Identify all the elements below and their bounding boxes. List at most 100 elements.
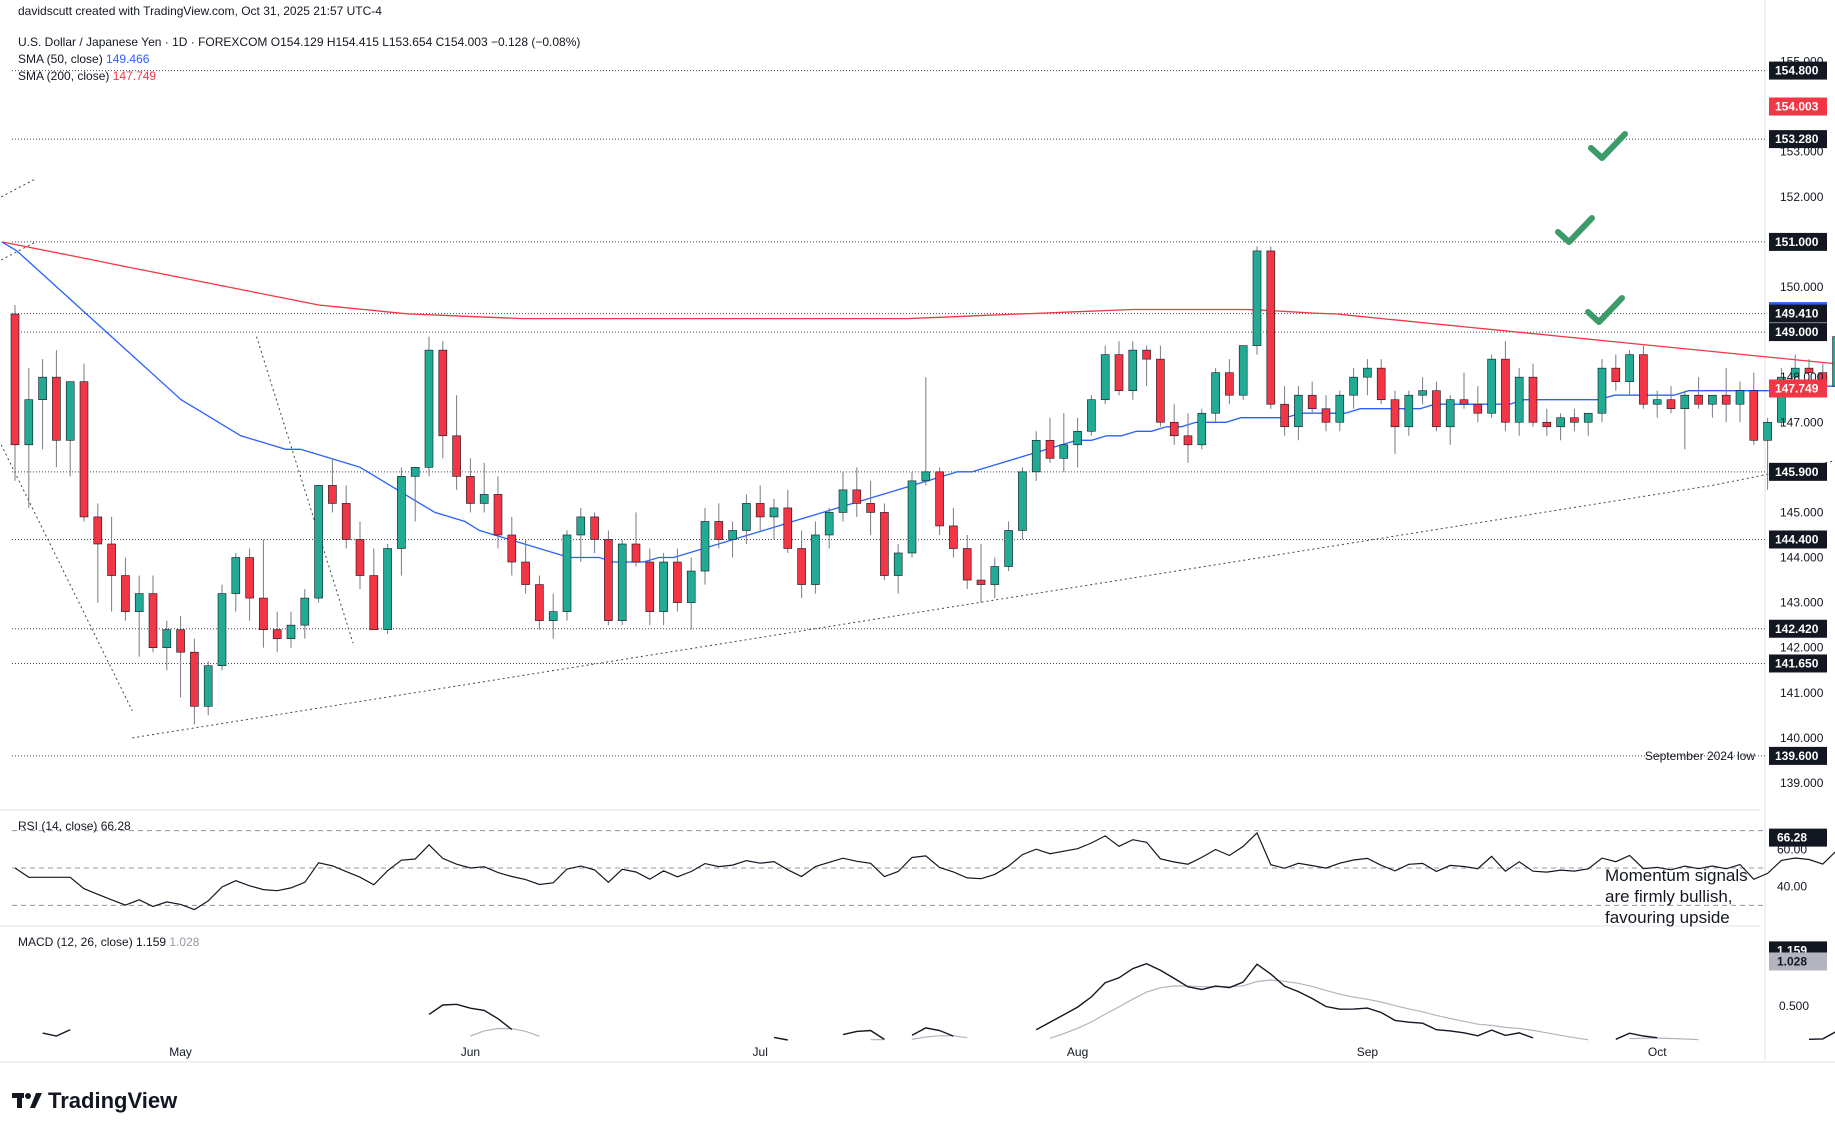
candle (424, 336, 434, 477)
candle (755, 485, 765, 531)
candle (1749, 372, 1759, 445)
candle-body (121, 575, 130, 612)
candle (272, 611, 282, 653)
candle-body (1390, 399, 1400, 428)
candle (1087, 395, 1096, 436)
candle-body (673, 561, 682, 603)
candle (866, 480, 875, 535)
candle-body (907, 480, 917, 554)
candle (231, 553, 241, 612)
sma50-legend[interactable]: SMA (50, close) 149.466 (18, 52, 149, 66)
price-tag-level: 149.410 (1769, 304, 1827, 323)
candle-body (259, 597, 268, 630)
candle-body (38, 376, 47, 401)
check-marks (1555, 131, 1628, 325)
sma200-legend[interactable]: SMA (200, close) 147.749 (18, 69, 156, 83)
falling-trendline (0, 178, 36, 198)
moving-averages (1, 241, 1835, 563)
chart-grid (0, 0, 1835, 1063)
macd-line (42, 962, 1835, 1041)
candle (659, 553, 668, 626)
price-tick-label: 142.000 (1780, 641, 1824, 655)
sma50-label: SMA (50, close) (18, 52, 103, 66)
macd-legend[interactable]: MACD (12, 26, close) 1.159 1.028 (18, 935, 199, 949)
tradingview-logo[interactable]: TradingView (12, 1088, 177, 1114)
price-tag-bg (1769, 379, 1827, 398)
candle-body (1832, 336, 1835, 387)
rsi-legend[interactable]: RSI (14, close) 66.28 (18, 819, 131, 833)
rsi-tag-bg (1769, 828, 1827, 847)
candle (1376, 359, 1386, 405)
candle-body (479, 494, 489, 504)
candle-body (65, 381, 75, 441)
macd-axis-label: 0.500 (1779, 999, 1809, 1013)
price-axis: 139.000 140.000 141.000 142.000 143.000 144.0… (1769, 55, 1827, 790)
candle (935, 467, 944, 535)
candle-body (272, 629, 282, 639)
candle-body (949, 525, 958, 549)
candle (162, 620, 172, 671)
sma200-line (1, 241, 1835, 365)
candle-body (1542, 421, 1552, 428)
candle-body (576, 516, 586, 536)
price-tag-label: 149.000 (1775, 325, 1819, 339)
candle-body (231, 557, 241, 594)
candle (1487, 354, 1496, 418)
candle-body (1487, 358, 1496, 414)
candle (1473, 386, 1483, 423)
price-tag-label: 141.650 (1775, 656, 1819, 670)
candle (921, 377, 931, 486)
candle (1197, 408, 1207, 450)
candle (79, 363, 89, 522)
falling-trendline (0, 444, 133, 712)
candle-body (1142, 349, 1151, 360)
price-tag-level: 151.000 (1769, 232, 1827, 251)
candle (686, 557, 696, 630)
candle-body (466, 476, 475, 504)
price-tick-label: 143.000 (1780, 596, 1824, 610)
candle (1832, 336, 1835, 387)
candle-body (134, 593, 144, 612)
price-tag-level: 144.400 (1769, 530, 1827, 549)
price-tag-bg (1769, 462, 1827, 481)
candle-body (797, 548, 806, 585)
candle-body (604, 539, 613, 621)
candle-body (93, 516, 103, 545)
candle-body (1280, 403, 1289, 428)
candle (1004, 521, 1013, 572)
ohlc-values: O154.129 H154.415 L153.654 C154.003 −0.1… (270, 35, 581, 49)
candle-body (245, 557, 254, 599)
candle (631, 512, 641, 567)
candle-body (1432, 390, 1441, 428)
candle-body (10, 313, 20, 446)
candle (1652, 390, 1662, 418)
price-tag-bg (1769, 654, 1827, 673)
candle-body (880, 512, 889, 576)
candle-body (1777, 376, 1786, 423)
candle (742, 494, 751, 544)
rsi-line (14, 831, 1835, 911)
candle (852, 467, 862, 517)
price-tag-bg (1769, 323, 1827, 342)
candle-body (769, 507, 779, 518)
candle-body (1100, 354, 1110, 401)
candle-body (438, 349, 448, 437)
candle (217, 584, 227, 671)
macd-tag-label: 1.028 (1777, 954, 1807, 968)
candle (949, 507, 958, 558)
candle-body (617, 543, 627, 621)
candle-body (1666, 399, 1676, 410)
candle-body (990, 566, 1000, 585)
candle (1680, 390, 1690, 450)
candle (1211, 368, 1220, 423)
candle (617, 539, 627, 626)
candle-body (1073, 430, 1082, 446)
candle (1597, 359, 1607, 423)
candle (383, 543, 392, 635)
candle-body (1708, 394, 1717, 405)
candle-body (162, 629, 172, 648)
rsi-axis-label: 60.00 (1777, 842, 1807, 856)
macd-signal-value: 1.028 (169, 935, 200, 949)
candle-body (1694, 394, 1703, 405)
macd-label: MACD (12, 26, close) (18, 935, 133, 949)
